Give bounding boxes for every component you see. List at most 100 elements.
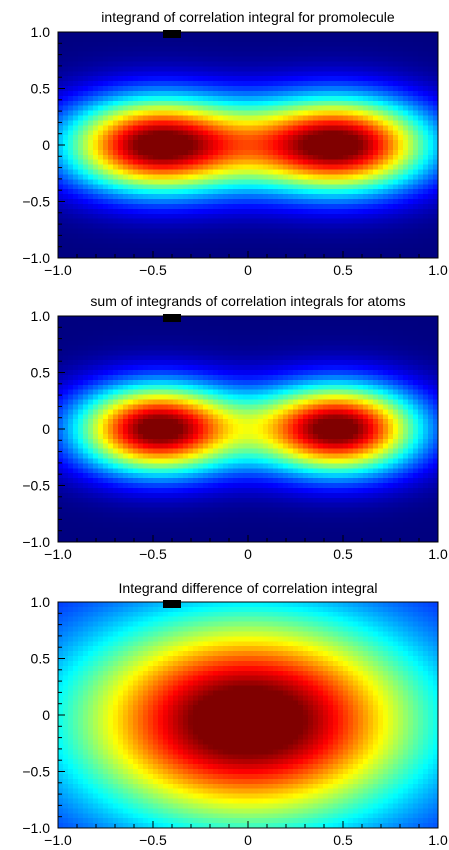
heatmap-cell	[433, 174, 439, 180]
heatmap-cell	[408, 125, 414, 131]
heatmap-cell	[378, 105, 384, 112]
heatmap-cell	[193, 174, 199, 180]
heatmap-cell	[373, 243, 379, 249]
heatmap-cell	[428, 350, 434, 356]
heatmap-cell	[363, 169, 369, 176]
heatmap-cell	[223, 135, 229, 141]
heatmap-cell	[358, 404, 364, 410]
heatmap-cell	[68, 140, 74, 146]
heatmap-cell	[178, 330, 184, 337]
heatmap-cell	[68, 86, 74, 92]
heatmap-cell	[283, 208, 289, 215]
heatmap-cell	[293, 320, 299, 327]
heatmap-cell	[228, 223, 234, 230]
heatmap-cell	[383, 76, 389, 82]
heatmap-cell	[288, 120, 294, 126]
heatmap-cell	[433, 41, 439, 48]
heatmap-cell	[173, 199, 179, 205]
heatmap-cell	[168, 174, 174, 180]
heatmap-cell	[218, 76, 224, 82]
heatmap-cell	[103, 389, 109, 396]
heatmap-cell	[153, 154, 159, 161]
heatmap-cell	[413, 159, 419, 166]
heatmap-cell	[63, 355, 69, 361]
heatmap-cell	[143, 335, 149, 342]
heatmap-cell	[203, 46, 209, 53]
heatmap-cell	[148, 90, 154, 97]
heatmap-cell	[118, 218, 124, 225]
heatmap-cell	[303, 389, 309, 396]
heatmap-cell	[318, 174, 324, 180]
heatmap-cell	[93, 145, 99, 151]
heatmap-cell	[408, 61, 414, 67]
heatmap-cell	[93, 46, 99, 53]
heatmap-cell	[233, 71, 239, 77]
heatmap-cell	[398, 370, 404, 376]
heatmap-cell	[403, 120, 409, 126]
heatmap-cell	[233, 350, 239, 356]
heatmap-cell	[253, 46, 259, 53]
heatmap-cell	[103, 223, 109, 230]
heatmap-cell	[213, 125, 219, 131]
heatmap-cell	[333, 66, 339, 72]
heatmap-cell	[303, 32, 309, 38]
heatmap-cell	[333, 330, 339, 337]
heatmap-cell	[323, 253, 329, 259]
heatmap-cell	[58, 76, 64, 82]
heatmap-cell	[193, 120, 199, 126]
heatmap-cell	[103, 253, 109, 259]
heatmap-cell	[158, 374, 164, 381]
heatmap-cell	[308, 154, 314, 161]
heatmap-cell	[363, 66, 369, 72]
heatmap-cell	[253, 140, 259, 146]
heatmap-cell	[83, 110, 89, 117]
heatmap-cell	[78, 76, 84, 82]
heatmap-cell	[133, 325, 139, 332]
heatmap-cell	[113, 110, 119, 117]
heatmap-cell	[83, 335, 89, 342]
heatmap-cell	[288, 100, 294, 107]
heatmap-cell	[368, 345, 374, 351]
heatmap-cell	[428, 223, 434, 230]
heatmap-cell	[233, 228, 239, 235]
heatmap-cell	[88, 115, 94, 122]
heatmap-cell	[193, 379, 199, 386]
heatmap-cell	[93, 248, 99, 254]
heatmap-cell	[73, 379, 79, 386]
heatmap-cell	[198, 233, 204, 239]
heatmap-cell	[253, 81, 259, 87]
heatmap-cell	[148, 404, 154, 410]
heatmap-cell	[208, 194, 214, 200]
heatmap-cell	[393, 330, 399, 337]
heatmap-cell	[253, 203, 259, 210]
heatmap-cell	[218, 90, 224, 97]
heatmap-cell	[348, 208, 354, 215]
heatmap-cell	[198, 194, 204, 200]
heatmap-cell	[128, 41, 134, 48]
heatmap-cell	[118, 154, 124, 161]
heatmap-cell	[318, 71, 324, 77]
heatmap-cell	[433, 365, 439, 371]
heatmap-cell	[248, 253, 254, 259]
heatmap-cell	[203, 81, 209, 87]
heatmap-cell	[313, 203, 319, 210]
heatmap-cell	[308, 90, 314, 97]
heatmap-cell	[163, 154, 169, 161]
heatmap-cell	[208, 243, 214, 249]
heatmap-cell	[323, 374, 329, 381]
heatmap-cell	[318, 223, 324, 230]
heatmap-cell	[68, 345, 74, 351]
heatmap-cell	[238, 330, 244, 337]
heatmap-cell	[128, 360, 134, 366]
heatmap-cell	[103, 248, 109, 254]
heatmap-cell	[288, 90, 294, 97]
heatmap-cell	[288, 41, 294, 48]
heatmap-cell	[208, 389, 214, 396]
heatmap-cell	[198, 320, 204, 327]
heatmap-cell	[298, 374, 304, 381]
heatmap-cell	[358, 61, 364, 67]
heatmap-cell	[333, 223, 339, 230]
heatmap-cell	[228, 253, 234, 259]
heatmap-cell	[338, 233, 344, 239]
heatmap-cell	[153, 320, 159, 327]
